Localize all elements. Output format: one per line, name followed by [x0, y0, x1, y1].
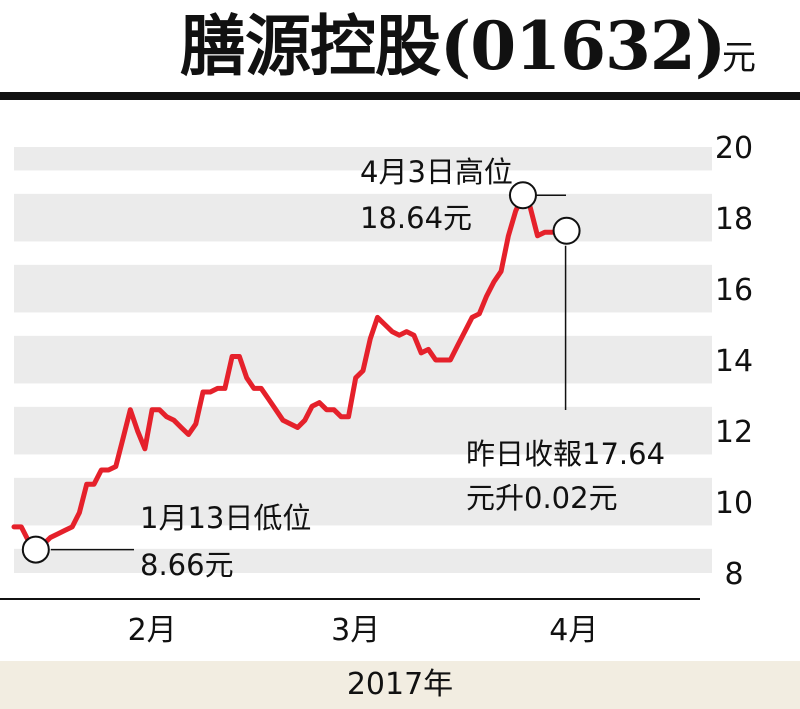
chart-title: 膳源控股(01632) [180, 7, 726, 85]
grid-band [14, 406, 712, 431]
y-tick-label: 18 [715, 202, 753, 237]
low-annotation-line2: 8.66元 [140, 548, 234, 582]
annotation-markers [21, 181, 581, 564]
point-marker [508, 181, 537, 210]
grid-band [14, 502, 712, 526]
x-axis-tick-labels: 2月 3月 4月 [128, 613, 599, 648]
grid-band [14, 335, 712, 360]
low-annotation-line1: 1月13日低位 [140, 501, 311, 535]
grid-band [14, 477, 712, 502]
grid-band [14, 147, 712, 171]
x-tick-label: 3月 [331, 613, 380, 648]
grid-band [14, 264, 712, 289]
point-marker [552, 216, 581, 245]
grid-band [14, 289, 712, 313]
y-tick-label: 8 [724, 557, 743, 592]
grid-band [14, 193, 712, 218]
stock-line-chart: 8 10 12 14 16 18 20 2月 3月 4月 4月3日高位 18.64元 1月13日… [0, 131, 753, 648]
high-annotation-line2: 18.64元 [360, 201, 472, 235]
title-divider [0, 92, 800, 100]
price-series-line [11, 192, 570, 553]
year-footer: 2017年 [0, 661, 800, 709]
y-axis-unit: 元 [722, 38, 756, 78]
y-tick-label: 20 [715, 131, 753, 166]
grid-band [14, 548, 712, 573]
y-axis-tick-labels: 8 10 12 14 16 18 20 [715, 131, 753, 592]
y-tick-label: 14 [715, 344, 753, 379]
y-tick-label: 12 [715, 415, 753, 450]
close-annotation-line1: 昨日收報17.64 [466, 437, 665, 471]
y-tick-label: 16 [715, 273, 753, 308]
close-annotation-line2: 元升0.02元 [466, 481, 618, 515]
x-tick-label: 2月 [128, 613, 177, 648]
x-tick-label: 4月 [549, 613, 598, 648]
high-annotation-line1: 4月3日高位 [360, 155, 513, 189]
y-tick-label: 10 [715, 486, 753, 521]
point-marker [21, 535, 50, 564]
